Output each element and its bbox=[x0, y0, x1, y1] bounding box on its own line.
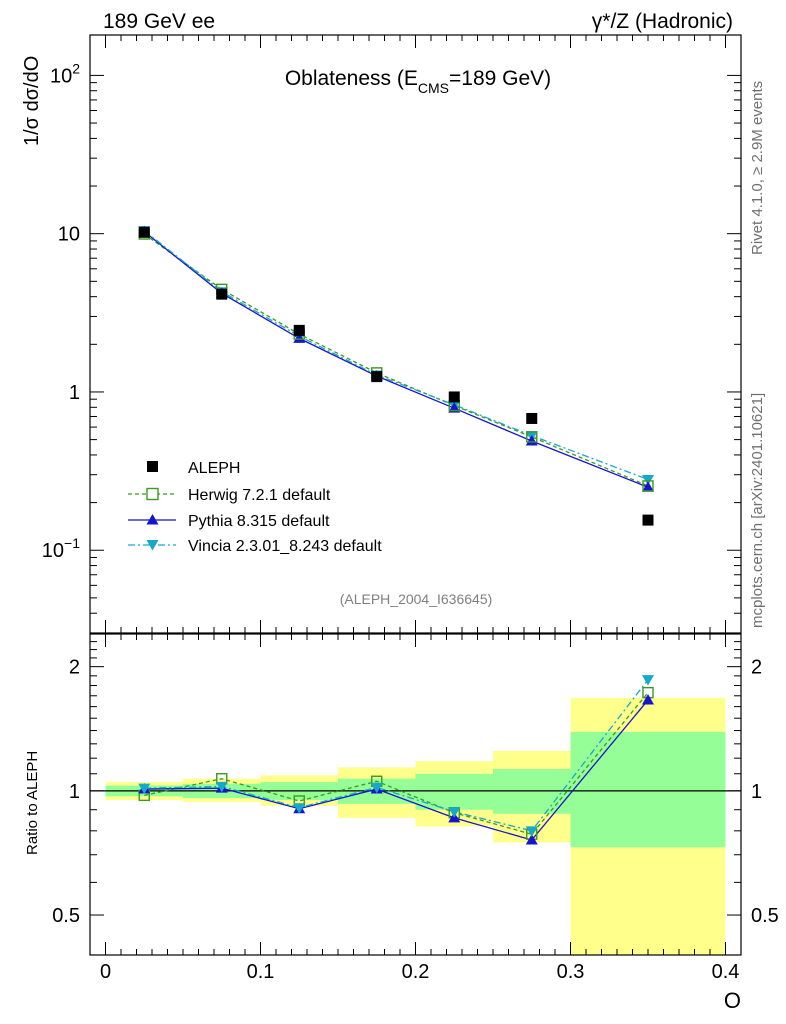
main-y-tick-label-base: 1 bbox=[69, 382, 80, 404]
process-label: γ*/Z (Hadronic) bbox=[592, 10, 733, 33]
plot-title-pre: Oblateness (E bbox=[285, 67, 418, 90]
ratio-band-inner bbox=[415, 773, 493, 810]
ratio-point-pythia bbox=[642, 694, 654, 705]
legend-marker-herwig bbox=[146, 487, 159, 501]
x-tick-label: 0.4 bbox=[712, 961, 740, 983]
main-y-tick-label-base: 10 bbox=[42, 540, 64, 562]
plot-title-post: =189 GeV) bbox=[449, 67, 551, 90]
main-line-herwig bbox=[143, 233, 649, 487]
main-point-data bbox=[526, 412, 538, 424]
legend-marker-aleph bbox=[147, 461, 158, 472]
plot-title-sub: CMS bbox=[418, 80, 449, 96]
main-point-data bbox=[293, 324, 305, 336]
main-point-data bbox=[371, 371, 383, 383]
ratio-point-pythia bbox=[525, 834, 538, 845]
legend-entry-pythia: Pythia 8.315 default bbox=[128, 513, 330, 530]
main-point-data bbox=[448, 391, 460, 403]
main-y-tick-label: 1 bbox=[69, 382, 80, 404]
ratio-y-tick-label-left: 1 bbox=[69, 781, 80, 803]
ratio-point-vincia bbox=[293, 803, 306, 814]
x-tick-label: 0.3 bbox=[557, 961, 585, 983]
main-y-tick-label-base: 10 bbox=[50, 65, 72, 87]
ratio-series-group bbox=[138, 675, 654, 845]
rivet-version-label: Rivet 4.1.0, ≥ 2.9M events bbox=[749, 81, 766, 255]
ratio-y-tick-label-left: 0.5 bbox=[52, 905, 80, 927]
x-tick-label: 0 bbox=[100, 961, 111, 983]
x-tick-label: 0.1 bbox=[247, 961, 275, 983]
ratio-y-tick-label-right: 0.5 bbox=[751, 905, 779, 927]
main-y-tick-label-exp: −1 bbox=[64, 535, 80, 551]
main-series-group bbox=[138, 225, 654, 526]
main-y-axis-label: 1/σ dσ/dO bbox=[21, 56, 43, 146]
ratio-y-tick-label-left: 2 bbox=[69, 657, 80, 679]
x-tick-label: 0.2 bbox=[402, 961, 430, 983]
ratio-line-herwig bbox=[144, 692, 649, 835]
ratio-point-vincia bbox=[525, 826, 538, 837]
main-point-pythia bbox=[642, 481, 654, 492]
analysis-id: (ALEPH_2004_I636645) bbox=[340, 591, 493, 607]
ratio-band-group bbox=[105, 697, 726, 955]
ratio-point-vincia bbox=[448, 807, 461, 818]
main-y-tick-label: 10 bbox=[58, 224, 80, 246]
main-y-tick-label-base: 10 bbox=[58, 224, 80, 246]
ratio-y-tick-label-right: 1 bbox=[751, 781, 762, 803]
main-line-pythia bbox=[143, 231, 649, 488]
main-point-data bbox=[216, 288, 228, 300]
plot-title: Oblateness (ECMS=189 GeV) bbox=[285, 67, 551, 96]
ratio-band-inner bbox=[570, 731, 726, 848]
mcplots-label: mcplots.cern.ch [arXiv:2401.10621] bbox=[749, 393, 766, 628]
ratio-point-vincia bbox=[370, 782, 383, 794]
legend-label-aleph: ALEPH bbox=[188, 460, 240, 477]
ratio-point-vincia bbox=[138, 783, 151, 795]
legend-entry-herwig: Herwig 7.2.1 default bbox=[128, 487, 331, 504]
main-point-herwig bbox=[526, 431, 538, 443]
ratio-point-vincia bbox=[215, 781, 228, 793]
main-point-pythia bbox=[525, 434, 538, 446]
main-y-tick-label-exp: 2 bbox=[72, 60, 80, 76]
legend-label-vincia: Vincia 2.3.01_8.243 default bbox=[188, 538, 382, 555]
x-axis-label: O bbox=[724, 988, 741, 1013]
ratio-y-axis-label: Ratio to ALEPH bbox=[24, 751, 41, 855]
main-point-herwig bbox=[642, 480, 654, 492]
main-point-data bbox=[642, 514, 654, 526]
legend-label-pythia: Pythia 8.315 default bbox=[188, 513, 330, 530]
legend-entry-vincia: Vincia 2.3.01_8.243 default bbox=[128, 538, 382, 555]
main-y-tick-label: 10−1 bbox=[42, 535, 80, 562]
main-line-vincia bbox=[143, 230, 649, 481]
ratio-y-tick-label-right: 2 bbox=[751, 657, 762, 679]
ratio-point-vincia bbox=[642, 675, 654, 686]
main-y-tick-label: 102 bbox=[50, 60, 80, 87]
legend-marker-pythia bbox=[146, 514, 159, 525]
energy-label: 189 GeV ee bbox=[103, 10, 215, 33]
legend-entry-aleph: ALEPH bbox=[147, 460, 240, 477]
legend: ALEPH Herwig 7.2.1 default Pythia 8.315 … bbox=[128, 460, 382, 555]
main-point-data bbox=[138, 226, 150, 238]
main-point-pythia bbox=[293, 332, 306, 343]
legend-marker-vincia bbox=[146, 540, 159, 551]
ratio-panel: 0.5 0.5 1 1 2 2 0 0.1 0.2 0.3 0.4 bbox=[52, 633, 779, 983]
legend-label-herwig: Herwig 7.2.1 default bbox=[188, 487, 331, 504]
